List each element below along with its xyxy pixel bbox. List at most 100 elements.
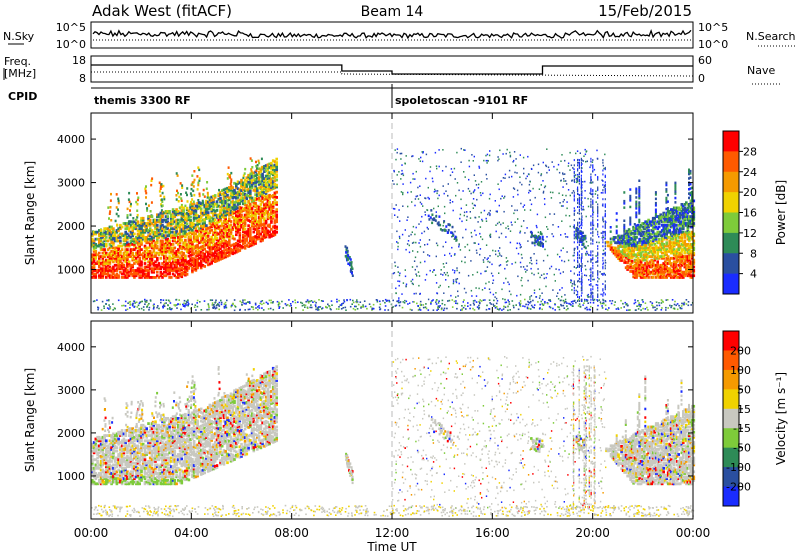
echo-cell bbox=[489, 255, 491, 257]
echo-cell bbox=[228, 240, 231, 243]
echo-cell bbox=[261, 216, 264, 219]
echo-cell bbox=[651, 241, 655, 245]
echo-cell bbox=[393, 272, 396, 274]
echo-cell bbox=[679, 215, 682, 218]
echo-cell bbox=[170, 227, 173, 231]
echo-cell bbox=[677, 251, 680, 255]
echo-cell bbox=[141, 223, 145, 227]
echo-cell bbox=[105, 230, 108, 234]
echo-cell bbox=[189, 222, 192, 226]
echo-cell bbox=[419, 201, 422, 204]
echo-cell bbox=[157, 213, 161, 217]
echo-cell bbox=[201, 248, 205, 252]
echo-cell bbox=[660, 272, 664, 276]
echo-cell bbox=[629, 220, 632, 224]
echo-cell bbox=[686, 234, 690, 238]
echo-cell bbox=[682, 220, 685, 224]
echo-cell bbox=[270, 212, 273, 216]
echo-cell bbox=[636, 262, 640, 265]
echo-cell bbox=[609, 241, 613, 244]
echo-cell bbox=[159, 222, 163, 225]
echo-cell bbox=[623, 254, 626, 257]
echo-cell bbox=[205, 250, 208, 254]
echo-cell bbox=[617, 255, 620, 259]
echo-cell bbox=[198, 168, 201, 172]
echo-cell bbox=[156, 263, 159, 267]
echo-cell bbox=[431, 221, 434, 225]
echo-cell bbox=[669, 218, 673, 222]
echo-cell bbox=[243, 227, 247, 231]
echo-cell bbox=[187, 209, 191, 213]
echo-cell bbox=[178, 234, 182, 238]
echo-cell bbox=[636, 251, 640, 255]
echo-cell bbox=[156, 267, 159, 271]
echo-cell bbox=[159, 239, 163, 243]
echo-cell bbox=[122, 269, 126, 272]
echo-cell bbox=[663, 248, 667, 251]
echo-cell bbox=[674, 234, 677, 238]
echo-cell bbox=[663, 216, 667, 220]
echo-cell bbox=[194, 211, 198, 215]
echo-cell bbox=[275, 230, 278, 234]
echo-cell bbox=[638, 192, 641, 196]
echo-cell bbox=[140, 236, 143, 239]
echo-cell bbox=[133, 243, 136, 246]
echo-cell bbox=[688, 262, 691, 265]
echo-cell bbox=[242, 235, 245, 239]
echo-cell bbox=[663, 251, 667, 255]
echo-cell bbox=[245, 179, 249, 183]
echo-cell bbox=[273, 165, 277, 169]
echo-cell bbox=[691, 256, 694, 260]
echo-cell bbox=[168, 246, 171, 250]
echo-cell bbox=[273, 169, 277, 172]
echo-cell bbox=[175, 227, 178, 231]
echo-cell bbox=[617, 253, 620, 257]
echo-cell bbox=[685, 232, 688, 236]
echo-cell bbox=[228, 203, 231, 207]
echo-cell bbox=[656, 220, 659, 224]
echo-cell bbox=[692, 241, 696, 245]
echo-cell bbox=[238, 249, 242, 252]
echo-cell bbox=[249, 197, 252, 201]
echo-cell bbox=[159, 244, 163, 248]
echo-cell bbox=[623, 230, 626, 233]
echo-cell bbox=[212, 238, 215, 242]
echo-cell bbox=[247, 210, 250, 214]
echo-cell bbox=[168, 210, 171, 213]
echo-cell bbox=[247, 208, 250, 212]
echo-cell bbox=[645, 237, 649, 241]
echo-cell bbox=[180, 199, 183, 202]
echo-cell bbox=[261, 209, 264, 213]
echo-cell bbox=[187, 266, 191, 270]
echo-cell bbox=[160, 185, 163, 188]
echo-cell bbox=[589, 166, 591, 169]
echo-cell bbox=[555, 268, 557, 270]
echo-cell bbox=[451, 246, 453, 249]
echo-cell bbox=[520, 246, 522, 248]
echo-cell bbox=[653, 246, 656, 250]
echo-cell bbox=[660, 263, 664, 267]
echo-cell bbox=[159, 250, 163, 253]
echo-cell bbox=[275, 227, 278, 231]
echo-cell bbox=[208, 231, 212, 235]
echo-cell bbox=[173, 260, 177, 264]
echo-cell bbox=[575, 152, 577, 155]
echo-cell bbox=[275, 173, 278, 177]
echo-cell bbox=[517, 275, 519, 278]
echo-cell bbox=[113, 274, 117, 278]
echo-cell bbox=[191, 247, 194, 251]
echo-cell bbox=[212, 224, 215, 228]
echo-cell bbox=[96, 230, 99, 234]
echo-cell bbox=[556, 253, 559, 256]
echo-cell bbox=[161, 234, 164, 238]
echo-cell bbox=[642, 253, 646, 257]
echo-cell bbox=[194, 251, 198, 255]
echo-cell bbox=[224, 213, 227, 217]
echo-cell bbox=[171, 208, 175, 211]
echo-cell bbox=[138, 248, 141, 251]
echo-cell bbox=[173, 267, 177, 271]
echo-cell bbox=[685, 269, 688, 272]
echo-cell bbox=[240, 246, 243, 250]
echo-cell bbox=[233, 209, 236, 213]
echo-cell bbox=[632, 266, 635, 270]
